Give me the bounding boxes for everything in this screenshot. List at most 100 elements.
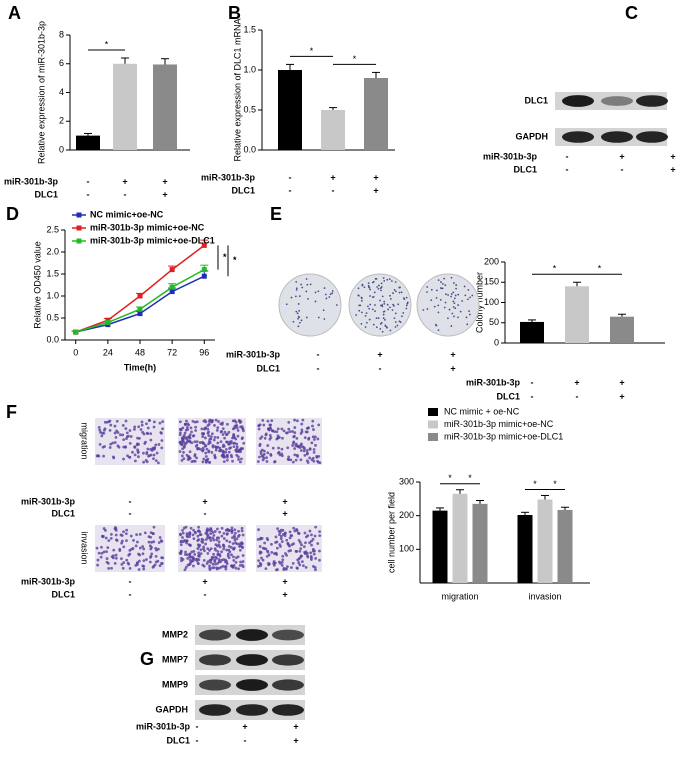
colony	[376, 286, 379, 288]
cell	[231, 536, 234, 540]
cell	[156, 559, 160, 563]
colony	[459, 310, 462, 313]
cell	[232, 445, 236, 449]
colony	[378, 284, 380, 287]
treatment-sign: +	[202, 496, 207, 506]
cell	[206, 547, 210, 551]
cell	[161, 556, 165, 560]
cell	[195, 440, 199, 444]
cell	[279, 535, 283, 538]
colony	[374, 304, 376, 306]
cell	[199, 447, 202, 451]
treatment-label: miR-301b-3p	[21, 496, 76, 506]
cell	[222, 460, 226, 464]
error-bar	[329, 107, 337, 110]
blot-band	[236, 629, 268, 641]
cell	[202, 457, 206, 461]
cell	[288, 430, 292, 434]
cell	[132, 538, 135, 542]
cell	[241, 565, 245, 569]
cell	[188, 532, 191, 536]
cell	[300, 442, 303, 446]
cell	[309, 555, 313, 558]
colony	[386, 303, 389, 306]
blot-band	[601, 96, 633, 106]
y-tick-label: 300	[399, 476, 414, 486]
cell	[238, 564, 242, 567]
blot-band	[601, 131, 633, 143]
cell	[180, 443, 184, 447]
cell	[231, 542, 235, 546]
cell	[180, 454, 184, 458]
cell	[186, 563, 190, 567]
cell	[120, 562, 124, 566]
colony	[323, 287, 326, 289]
cell	[149, 547, 153, 551]
cell	[280, 427, 284, 431]
x-tick-label: 48	[135, 347, 145, 357]
cell	[286, 542, 290, 545]
y-tick-label: 6	[59, 58, 64, 68]
cell	[229, 441, 233, 445]
bar	[520, 321, 544, 343]
cell	[129, 534, 133, 538]
cell	[128, 429, 132, 432]
cell	[108, 446, 112, 449]
colony	[306, 283, 309, 286]
cell	[237, 535, 240, 538]
cell	[200, 427, 204, 431]
treatment-sign: -	[204, 589, 207, 599]
point	[105, 319, 111, 325]
treatment-label: miR-301b-3p	[483, 151, 538, 161]
colony	[406, 301, 409, 304]
bar	[517, 514, 533, 583]
bar	[472, 503, 488, 583]
cell	[281, 436, 284, 440]
cell	[233, 546, 236, 550]
treatment-sign: -	[332, 185, 335, 195]
cell	[183, 444, 186, 448]
error-bar	[372, 71, 380, 78]
cell	[188, 439, 192, 443]
treatment-label: DLC1	[166, 735, 190, 745]
cell	[312, 459, 316, 463]
cell	[216, 436, 220, 439]
point	[201, 242, 207, 248]
cell	[214, 548, 218, 552]
significance-label: *	[533, 479, 537, 489]
cell	[210, 420, 214, 424]
cell	[269, 452, 273, 456]
cell	[285, 431, 289, 435]
cell	[137, 425, 141, 429]
colony	[357, 294, 360, 297]
treatment-sign: +	[619, 391, 624, 401]
cell	[295, 444, 299, 448]
cell	[182, 526, 186, 530]
cell	[240, 457, 243, 461]
cell	[122, 457, 125, 461]
cell	[181, 426, 185, 430]
cell	[147, 419, 151, 422]
cell	[235, 424, 239, 427]
cell	[104, 536, 108, 540]
cell	[220, 534, 224, 538]
cell	[293, 453, 297, 457]
cell	[202, 419, 206, 423]
treatment-label: miR-301b-3p	[4, 176, 59, 186]
cell	[97, 551, 101, 555]
cell	[146, 426, 150, 430]
cell	[219, 430, 223, 434]
y-tick-label: 1.5	[46, 268, 59, 278]
cell	[213, 560, 217, 564]
point	[201, 273, 207, 279]
colony	[379, 322, 382, 325]
cell	[160, 439, 164, 442]
cell	[241, 427, 245, 431]
error-bar	[528, 319, 536, 322]
cell	[198, 533, 202, 537]
colony	[365, 312, 368, 315]
cell	[140, 420, 144, 424]
treatment-sign: -	[289, 172, 292, 182]
cell	[286, 457, 290, 461]
blot-band	[199, 654, 231, 666]
